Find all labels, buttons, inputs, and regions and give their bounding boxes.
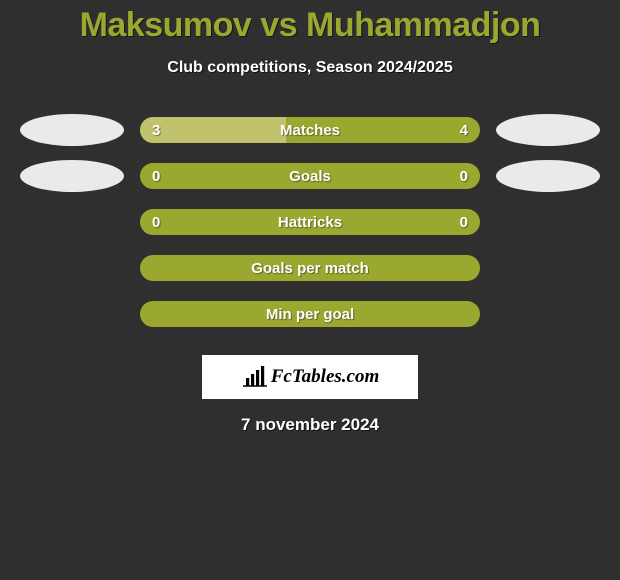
stat-right-value: 4 (448, 117, 480, 143)
stat-label: Min per goal (140, 301, 480, 327)
stat-left-value: 0 (140, 209, 172, 235)
bar-chart-icon (241, 366, 267, 388)
right-blob (496, 160, 600, 192)
right-blob (496, 114, 600, 146)
stat-row: 0 0Hattricks (0, 199, 620, 245)
stat-left-value: 3 (140, 117, 172, 143)
stat-left-value: 0 (140, 163, 172, 189)
stat-row: 34Matches (0, 107, 620, 153)
subtitle: Club competitions, Season 2024/2025 (0, 59, 620, 77)
stat-row: Goals per match (0, 245, 620, 291)
stat-row: 0 0Goals (0, 153, 620, 199)
stat-right-value: 0 (448, 163, 480, 189)
brand-badge[interactable]: FcTables.com (202, 355, 418, 399)
date-line: 7 november 2024 (0, 415, 620, 435)
stat-label: Goals per match (140, 255, 480, 281)
stat-label: Goals (140, 163, 480, 189)
stat-right-value: 0 (448, 209, 480, 235)
stat-row: Min per goal (0, 291, 620, 337)
left-blob (20, 114, 124, 146)
left-blob (20, 160, 124, 192)
stat-bar: 34Matches (140, 117, 480, 143)
stat-label: Hattricks (140, 209, 480, 235)
stat-bar: 0 0Hattricks (140, 209, 480, 235)
stat-bar: Goals per match (140, 255, 480, 281)
stat-bar: Min per goal (140, 301, 480, 327)
stat-bar: 0 0Goals (140, 163, 480, 189)
page-title: Maksumov vs Muhammadjon (0, 0, 620, 45)
stats-block: 34Matches00Goals00HattricksGoals per mat… (0, 107, 620, 337)
brand-text: FcTables.com (271, 366, 380, 388)
